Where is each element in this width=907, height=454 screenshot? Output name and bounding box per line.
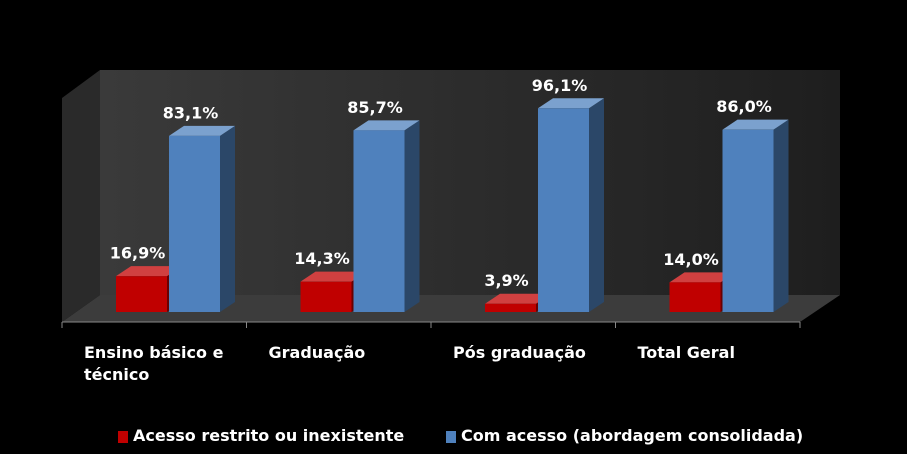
- bar: [538, 108, 589, 312]
- bar-side: [220, 125, 235, 312]
- bar-top: [116, 266, 182, 277]
- x-tick-label: Graduação: [268, 343, 366, 362]
- side-wall: [62, 70, 100, 322]
- back-wall: [100, 70, 840, 295]
- bar: [300, 281, 352, 312]
- x-tick-label: Pós graduação: [453, 343, 586, 362]
- floor: [62, 295, 840, 322]
- bar-top: [353, 120, 420, 131]
- data-label: 96,1%: [532, 76, 588, 95]
- bar: [116, 276, 167, 312]
- bar-top: [300, 271, 367, 282]
- bar: [353, 130, 405, 312]
- data-label: 16,9%: [110, 244, 166, 263]
- data-label: 14,3%: [294, 249, 350, 268]
- data-label: 83,1%: [163, 103, 219, 122]
- bar-top: [538, 98, 604, 109]
- data-label: 85,7%: [347, 98, 403, 117]
- bar-side: [404, 120, 420, 312]
- data-label: 3,9%: [484, 271, 528, 290]
- bar: [669, 282, 721, 312]
- legend-swatch: [118, 431, 128, 443]
- data-label: 14,0%: [663, 250, 719, 269]
- bar-top: [169, 125, 235, 136]
- legend-label: Acesso restrito ou inexistente: [133, 426, 405, 445]
- bar-top: [485, 293, 551, 304]
- legend-swatch: [446, 431, 456, 443]
- bar: [169, 135, 220, 312]
- bar: [722, 129, 774, 312]
- bar: [485, 303, 536, 312]
- x-tick-label: Ensino básico e técnico: [84, 343, 224, 384]
- data-label: 86,0%: [716, 97, 772, 116]
- bar-top: [722, 119, 789, 130]
- bar-top: [669, 272, 736, 283]
- bar-side: [589, 98, 604, 312]
- bar-side: [773, 119, 789, 313]
- x-tick-label: Total Geral: [637, 343, 735, 362]
- legend-label: Com acesso (abordagem consolidada): [461, 426, 804, 445]
